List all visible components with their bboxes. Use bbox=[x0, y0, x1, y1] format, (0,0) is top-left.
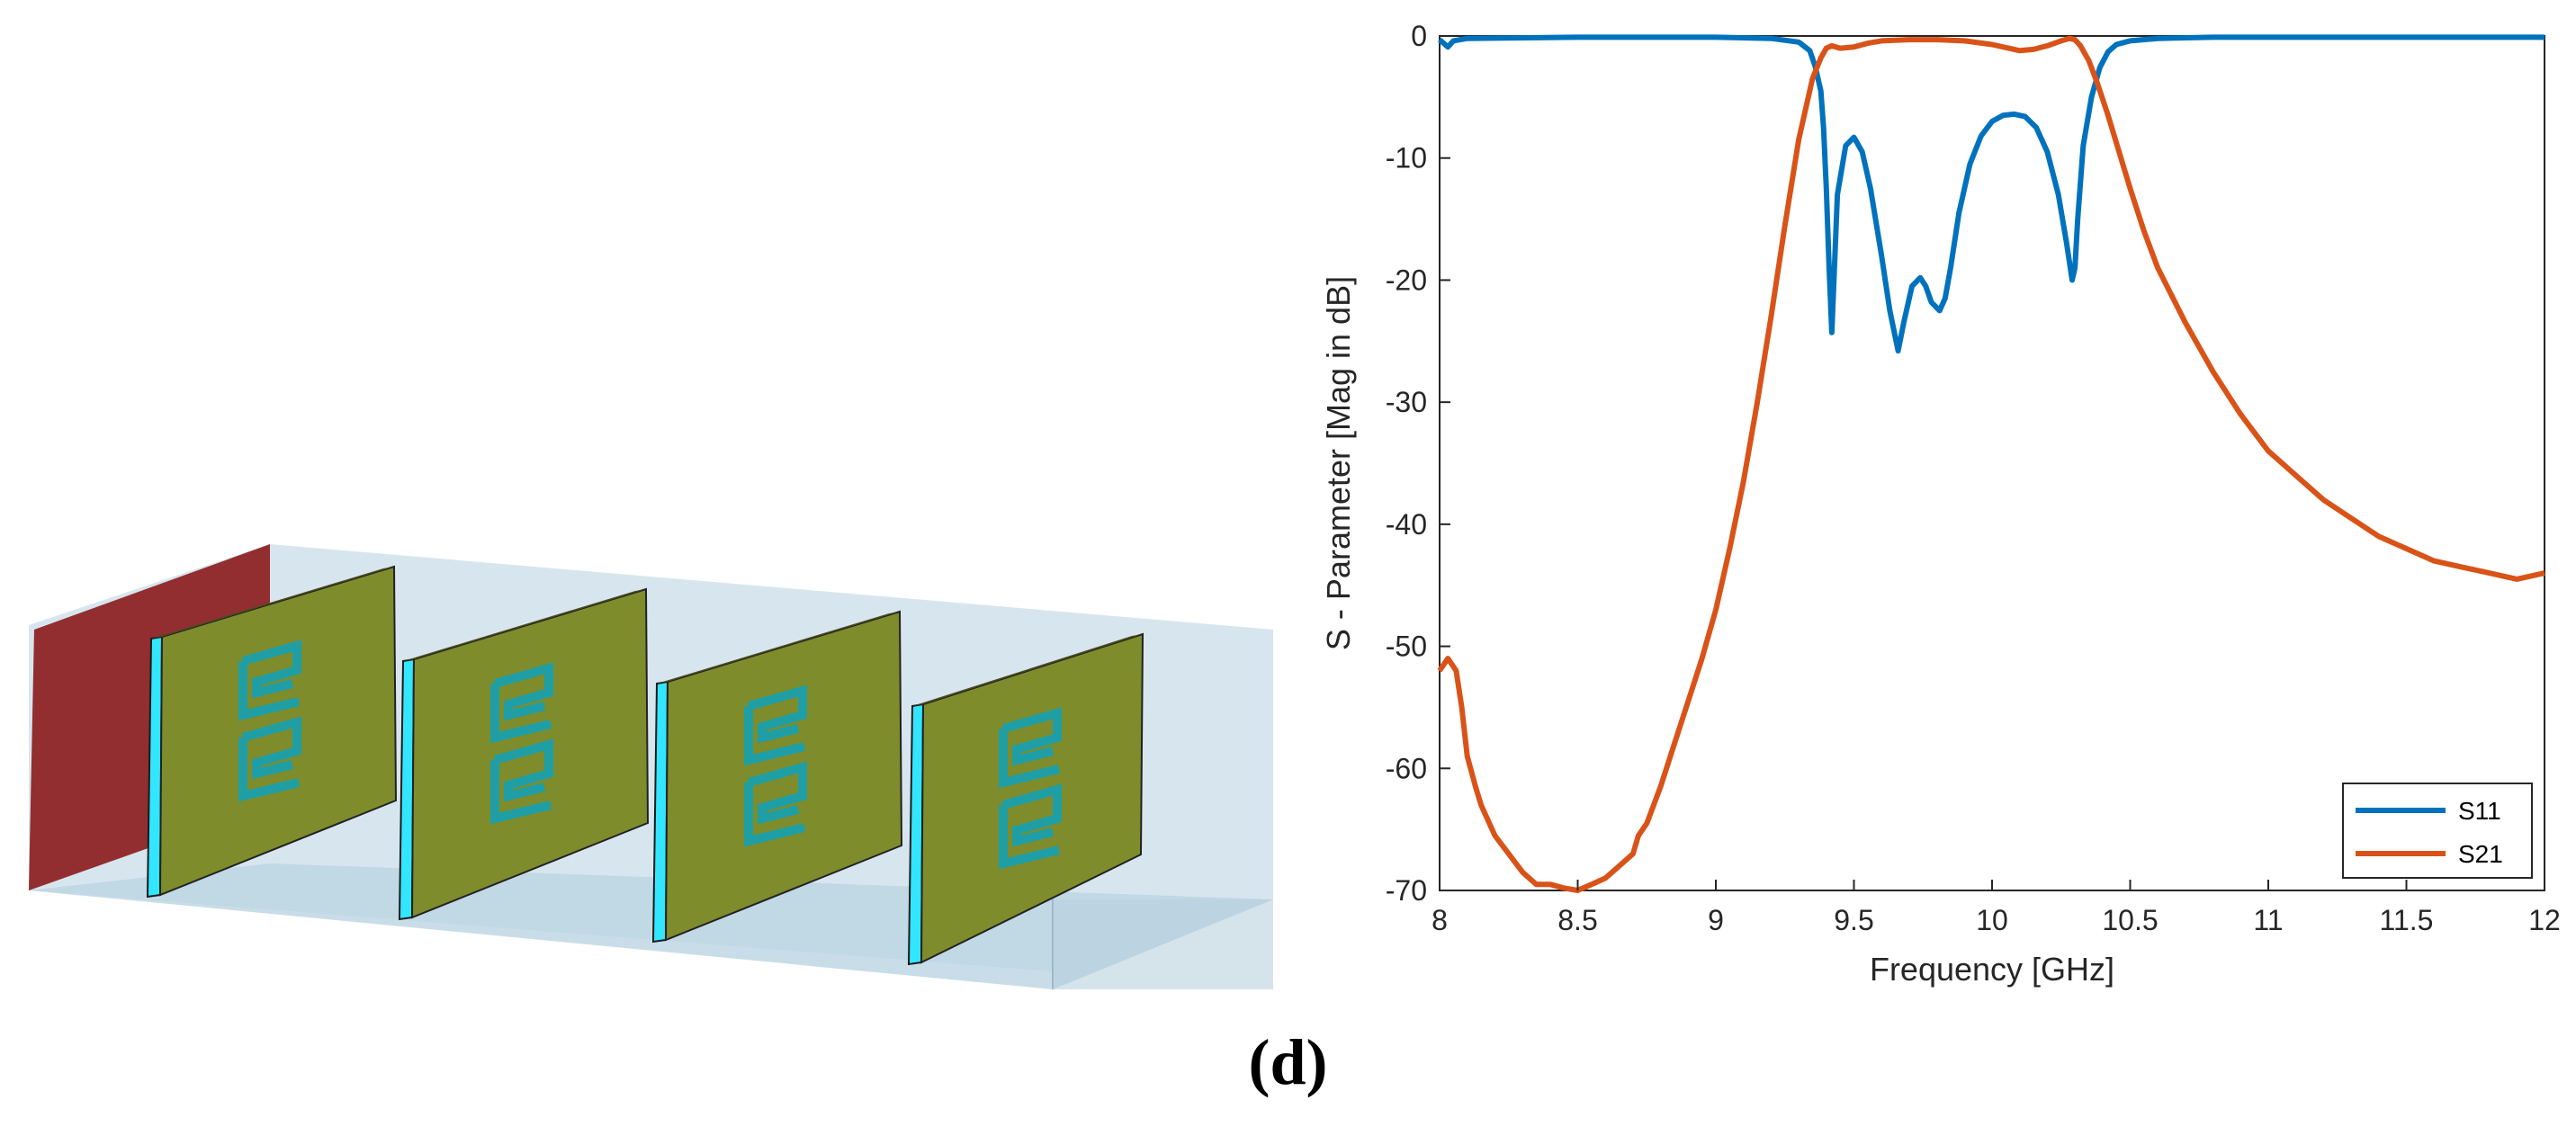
x-tick-label: 11.5 bbox=[2380, 904, 2434, 936]
resonator-plate-1 bbox=[146, 565, 398, 899]
resonator-plate-2 bbox=[398, 587, 650, 921]
y-tick-label: 0 bbox=[1411, 20, 1427, 52]
y-tick-label: -10 bbox=[1386, 142, 1427, 174]
legend: S11 S21 bbox=[2342, 783, 2533, 879]
x-tick-label: 10 bbox=[1976, 904, 2008, 936]
x-axis-ticks: 8 8.5 9 9.5 10 10.5 11 11.5 12 bbox=[1432, 880, 2561, 936]
y-tick-label: -70 bbox=[1386, 874, 1427, 907]
filter-3d-model bbox=[29, 544, 1273, 989]
legend-label-s11: S11 bbox=[2458, 797, 2501, 825]
x-tick-label: 11 bbox=[2253, 904, 2283, 936]
srr-pair bbox=[744, 684, 807, 847]
x-tick-label: 12 bbox=[2528, 904, 2561, 936]
legend-label-s21: S21 bbox=[2458, 840, 2503, 868]
figure-caption: (d) bbox=[1248, 1026, 1328, 1098]
y-tick-label: -50 bbox=[1386, 631, 1427, 663]
plot-frame bbox=[1439, 35, 2545, 891]
srr-pair bbox=[490, 662, 553, 825]
x-tick-label: 10.5 bbox=[2102, 904, 2158, 936]
y-tick-label: -30 bbox=[1386, 386, 1427, 418]
x-tick-label: 8 bbox=[1432, 904, 1448, 936]
y-axis-ticks: 0 -10 -20 -30 -40 -50 -60 -70 bbox=[1386, 20, 1450, 907]
series-line-s21 bbox=[1437, 35, 2545, 893]
series-layer bbox=[1437, 34, 2545, 893]
x-tick-label: 9.5 bbox=[1834, 904, 1873, 936]
x-tick-label: 8.5 bbox=[1557, 904, 1597, 936]
srr-pair bbox=[238, 640, 301, 802]
x-axis-label: Frequency [GHz] bbox=[1870, 951, 2114, 988]
resonator-plate-3 bbox=[651, 610, 903, 944]
y-tick-label: -60 bbox=[1386, 752, 1427, 784]
plot-area: 8 8.5 9 9.5 10 10.5 11 11.5 12 0 -10 -20 -30 -40 -50 -… bbox=[1386, 20, 2561, 936]
legend-box bbox=[2342, 783, 2533, 879]
y-tick-label: -40 bbox=[1386, 508, 1427, 541]
x-tick-label: 9 bbox=[1708, 904, 1724, 936]
s-parameter-chart: 8 8.5 9 9.5 10 10.5 11 11.5 12 0 -10 -20 -30 -40 -50 -… bbox=[1320, 20, 2561, 988]
y-axis-label: S - Parameter [Mag in dB] bbox=[1320, 276, 1357, 650]
resonator-plate-4 bbox=[907, 632, 1144, 966]
y-tick-label: -20 bbox=[1386, 264, 1427, 296]
srr-pair bbox=[999, 707, 1062, 870]
